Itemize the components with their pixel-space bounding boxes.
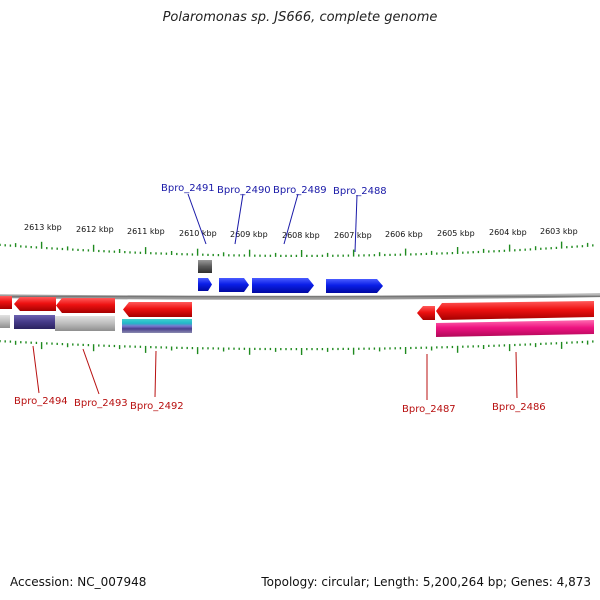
forward-genes <box>198 260 383 293</box>
gene-label-bpro-2494[interactable]: Bpro_2494 <box>14 396 68 407</box>
gene-bpro-2488[interactable] <box>326 279 383 293</box>
scale-label: 2604 kbp <box>489 228 527 237</box>
scale-label: 2611 kbp <box>127 227 165 236</box>
footer-accession: Accession: NC_007948 <box>10 575 147 589</box>
scale-label: 2612 kbp <box>76 225 114 234</box>
lower-scale-ticks <box>0 340 594 355</box>
leader-line <box>283 193 299 245</box>
scale-label: 2608 kbp <box>282 231 320 240</box>
scale-label: 2606 kbp <box>385 230 423 239</box>
gene-label-bpro-2491[interactable]: Bpro_2491 <box>161 183 215 194</box>
leader-line <box>32 345 40 394</box>
gene-bpro-2486-magenta[interactable] <box>436 320 594 337</box>
leader-line <box>515 351 518 399</box>
gene-bpro-2491[interactable] <box>198 260 212 273</box>
gene-bpro-2493-gray[interactable] <box>55 316 115 331</box>
scale-labels: 2613 kbp 2612 kbp 2611 kbp 2610 kbp 2609… <box>24 223 578 240</box>
leader-line <box>82 348 100 395</box>
gene-label-bpro-2490[interactable]: Bpro_2490 <box>217 185 271 196</box>
scale-label: 2605 kbp <box>437 229 475 238</box>
genome-backbone <box>0 293 600 300</box>
gene-bpro-2486-red[interactable] <box>436 301 594 320</box>
gene-label-bpro-2488[interactable]: Bpro_2488 <box>333 186 387 197</box>
gene-bpro-2492-red[interactable] <box>123 302 192 317</box>
upper-scale-ticks <box>0 241 594 257</box>
scale-label: 2607 kbp <box>334 231 372 240</box>
gene-edge-left-gray[interactable] <box>0 315 10 328</box>
leader-line <box>154 350 157 398</box>
gene-bpro-2490[interactable] <box>219 278 249 292</box>
scale-label: 2613 kbp <box>24 223 62 232</box>
reverse-genes <box>0 296 594 337</box>
gene-bpro-2491-arrow[interactable] <box>198 278 212 291</box>
gene-label-bpro-2489[interactable]: Bpro_2489 <box>273 185 327 196</box>
gene-bpro-2492-teal[interactable] <box>122 319 192 333</box>
leader-line <box>354 194 358 253</box>
scale-label: 2609 kbp <box>230 230 268 239</box>
scale-label: 2603 kbp <box>540 227 578 236</box>
gene-bpro-2493-red[interactable] <box>56 298 115 313</box>
leader-line <box>234 193 244 245</box>
gene-bpro-2487[interactable] <box>417 306 435 320</box>
gene-label-bpro-2486[interactable]: Bpro_2486 <box>492 402 546 413</box>
gene-bpro-2489[interactable] <box>252 278 314 293</box>
leader-line <box>187 193 207 245</box>
gene-label-bpro-2493[interactable]: Bpro_2493 <box>74 398 128 409</box>
gene-bpro-2494-navy[interactable] <box>14 315 55 329</box>
gene-label-bpro-2487[interactable]: Bpro_2487 <box>402 404 456 415</box>
gene-label-bpro-2492[interactable]: Bpro_2492 <box>130 401 184 412</box>
gene-edge-left[interactable] <box>0 296 12 309</box>
reverse-gene-labels: Bpro_2494 Bpro_2493 Bpro_2492 Bpro_2487 … <box>14 345 546 415</box>
scale-label: 2610 kbp <box>179 229 217 238</box>
footer-topology: Topology: circular; Length: 5,200,264 bp… <box>261 575 591 589</box>
page-title: Polaromonas sp. JS666, complete genome <box>162 10 438 25</box>
gene-bpro-2494-red[interactable] <box>14 297 56 311</box>
forward-gene-labels: Bpro_2491 Bpro_2490 Bpro_2489 Bpro_2488 <box>161 183 387 253</box>
